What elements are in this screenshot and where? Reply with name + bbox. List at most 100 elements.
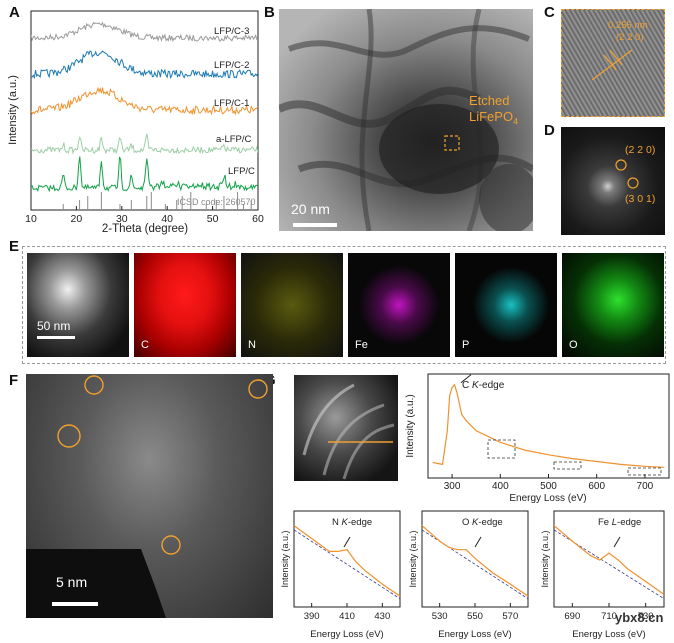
panel-label-b: B [264,4,275,21]
eels-main-xtick-label: 700 [637,481,654,492]
xrd-label-lfpc2: LFP/C-2 [214,60,249,71]
eels-sub-xtick-label: 550 [467,611,483,622]
eds-scale-text: 50 nm [37,319,71,333]
eels-o-ylabel: Intensity (a.u.) [408,530,418,587]
panel-label-e: E [9,238,20,255]
eds-maps-frame [22,246,666,364]
xrd-xtick-label: 40 [161,213,173,225]
eels-sub-xtick-label: 570 [502,611,518,622]
fft-spot-220 [615,159,627,171]
tem-texture [279,9,533,231]
eels-main-xtick-label: 300 [444,481,461,492]
tem-image-b: Etched LiFePO4 20 nm [279,9,533,231]
eels-main-line [432,383,665,468]
eels-o-chart: 530 550 570 Intensity (a.u.) Energy Loss (… [408,510,529,640]
eels-main-xtick-label: 400 [492,481,509,492]
xrd-label-lfpc: LFP/C [228,166,255,177]
d-plane-label: (2 2 0) [616,32,644,43]
fft-label-220: (2 2 0) [625,144,656,156]
n-region-box [487,439,516,459]
eels-n-ylabel: Intensity (a.u.) [280,530,290,587]
etched-label: Etched [469,93,510,108]
edge-arrow [613,536,621,548]
xrd-xtick-label: 10 [25,213,37,225]
eds-map-p: P [455,253,557,357]
eds-map-fe: Fe [348,253,450,357]
eels-sub-xtick-label: 710 [601,611,617,622]
eels-sub-xtick-label: 410 [339,611,355,622]
eds-scalebar [37,336,75,339]
panel-label-c: C [544,4,555,21]
eels-o-xlabel: Energy Loss (eV) [438,629,511,640]
xrd-series-line [31,86,258,116]
fft-image-d: (2 2 0) (3 0 1) [561,127,665,235]
eds-map-c: C [134,253,236,357]
eels-n-chart: 390 410 430 Intensity (a.u.) Energy Loss (… [280,510,401,640]
single-atom-circle-4 [161,535,181,555]
single-atom-circle-3 [57,424,81,448]
xrd-series-line [31,156,258,193]
o-edge-label: O K-edge [462,517,503,528]
eds-haadf-image: 50 nm [27,253,129,357]
xrd-icsd-label: ICSD code: 260570 [177,197,256,207]
c-edge-label: C K-edge [462,380,505,391]
eels-fe-ylabel: Intensity (a.u.) [540,530,550,587]
eds-label-o: O [569,339,578,351]
xrd-series-line [31,50,258,80]
lifepo-subscript: 4 [513,116,519,127]
haadf-scalebar [52,602,98,606]
fft-label-301: (3 0 1) [625,193,656,205]
c-edge-arrow [460,374,472,384]
xrd-label-alfpc: a-LFP/C [216,134,252,145]
eels-main-ylabel: Intensity (a.u.) [405,394,416,457]
d-spacing-label: 0.255 nm [608,20,648,31]
xrd-xtick-label: 20 [71,213,83,225]
eds-label-p: P [462,339,470,351]
eds-label-c: C [141,339,149,351]
eels-main-chart: 300 400 500 600 700 C K-edge Intensity (a.u.… [405,373,670,504]
eels-sub-xtick-label: 690 [564,611,580,622]
eels-sub-xtick-label: 430 [374,611,390,622]
haadf-scale-text: 5 nm [56,574,88,590]
eels-sub-xtick-label: 730 [638,611,654,622]
fft-spot-301 [627,177,639,189]
xrd-plot-frame [30,10,259,211]
fe-edge-label: Fe L-edge [598,517,641,528]
eels-fe-xlabel: Energy Loss (eV) [572,629,645,640]
edge-arrow [343,536,351,548]
lifepo-label: LiFePO [469,109,514,124]
eels-sub-line [293,525,401,597]
eels-main-xtick-label: 500 [540,481,557,492]
eels-main-xtick-label: 600 [588,481,605,492]
eds-map-o: O [562,253,664,357]
xrd-xlabel: 2-Theta (degree) [102,223,188,235]
panel-label-a: A [9,4,20,21]
single-atom-circle-2 [248,379,268,399]
edge-arrow [474,536,482,548]
panel-label-f: F [9,372,19,389]
haadf-image-f: 5 nm [26,374,273,618]
eels-main-xlabel: Energy Loss (eV) [509,493,586,504]
xrd-xtick-label: 60 [252,213,264,225]
eels-stem-image [294,375,398,481]
eds-map-n: N [241,253,343,357]
xrd-chart: 10 20 30 40 50 60 Intensity (a.u.) 2-Theta (d… [7,10,264,235]
tem-scale-text-b: 20 nm [291,201,330,217]
single-atom-circle-1 [84,375,104,395]
eels-n-xlabel: Energy Loss (eV) [310,629,383,640]
eels-sub-xtick-label: 390 [304,611,320,622]
eels-sub-line [553,525,665,595]
panel-label-d: D [544,122,555,139]
fe-region-box [627,467,662,476]
xrd-label-lfpc1: LFP/C-1 [214,98,249,109]
xrd-series-line [31,21,258,43]
eds-label-fe: Fe [355,339,368,351]
xrd-label-lfpc3: LFP/C-3 [214,26,249,37]
hrtem-image-c: 0.255 nm (2 2 0) [561,9,665,117]
xrd-xtick-label: 50 [207,213,219,225]
eels-background-fit [293,529,401,600]
watermark: ybx8.cn [615,610,664,625]
xrd-series-line [31,133,258,155]
eels-sub-xtick-label: 530 [432,611,448,622]
etched-lifepo4-annotation: Etched LiFePO4 [469,93,518,130]
